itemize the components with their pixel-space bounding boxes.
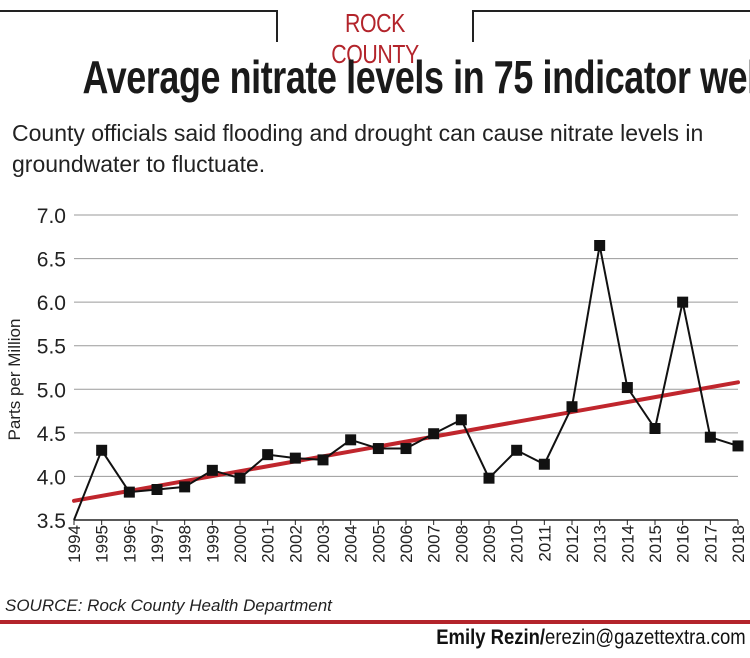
y-axis-label: Parts per Million <box>5 319 24 441</box>
data-point <box>372 443 384 455</box>
x-tick-label: 2013 <box>591 525 610 563</box>
data-point <box>483 472 495 484</box>
data-point <box>594 240 606 251</box>
data-point <box>428 428 440 440</box>
line-chart: 3.5 4.0 4.5 5.0 5.5 6.0 6.5 7.0 1994 1995 1996 1997… <box>5 205 748 563</box>
data-point <box>511 444 523 456</box>
data-point <box>538 458 550 470</box>
data-point <box>234 472 246 484</box>
x-tick-label: 2011 <box>535 525 554 562</box>
trendline <box>72 380 740 503</box>
x-tick-label: 1996 <box>120 525 139 563</box>
x-tick-label: 2016 <box>674 525 693 563</box>
source-note: SOURCE: Rock County Health Department <box>5 596 332 615</box>
kicker-tick-right <box>472 10 474 42</box>
data-point <box>289 452 301 464</box>
data-point <box>704 431 716 443</box>
series-line <box>73 245 739 521</box>
x-tick-label: 2012 <box>563 525 582 563</box>
kicker-frame: ROCK COUNTY <box>0 0 750 69</box>
x-tick-label: 2015 <box>646 525 665 563</box>
x-tick-label: 2005 <box>369 525 388 563</box>
data-point <box>96 444 108 456</box>
y-tick-label: 3.5 <box>37 510 66 533</box>
data-point <box>649 423 661 434</box>
x-tick-label: 2010 <box>508 525 527 563</box>
byline-email: erezin@gazettextra.com <box>545 626 746 649</box>
y-tick-label: 4.5 <box>37 423 66 446</box>
x-tick-label: 2003 <box>314 525 333 563</box>
data-point <box>455 414 467 426</box>
data-point <box>400 443 412 455</box>
x-tick-label: 1994 <box>65 525 84 563</box>
data-point <box>677 296 689 308</box>
x-tick-label: 2017 <box>701 525 720 563</box>
byline-name: Emily Rezin/ <box>436 626 546 649</box>
byline: Emily Rezin/erezin@gazettextra.com <box>437 626 746 650</box>
data-point <box>732 440 744 452</box>
y-tick-label: 4.0 <box>37 466 66 489</box>
kicker-rule-right <box>472 10 750 12</box>
x-tick-label: 2008 <box>452 525 471 563</box>
y-tick-label: 7.0 <box>37 205 66 228</box>
x-tick-label: 2001 <box>259 525 278 563</box>
data-point <box>345 434 357 446</box>
x-tick-label: 2018 <box>729 525 748 563</box>
x-tick-label: 1997 <box>148 525 167 563</box>
y-tick-label: 5.0 <box>37 379 66 402</box>
chart-title: Average nitrate levels in 75 indicator w… <box>82 51 750 103</box>
x-tick-label: 2006 <box>397 525 416 563</box>
data-point <box>179 481 191 493</box>
data-point <box>317 454 329 466</box>
y-tick-label: 5.5 <box>37 336 66 359</box>
y-tick-label: 6.5 <box>37 249 66 272</box>
data-point <box>566 401 578 413</box>
x-tick-label: 2002 <box>286 525 305 563</box>
data-point <box>206 464 218 476</box>
x-tick-label: 2000 <box>231 525 250 563</box>
kicker-rule-left <box>0 10 278 12</box>
x-tick-label: 1995 <box>93 525 112 563</box>
x-tick-label: 2007 <box>425 525 444 563</box>
chart-subtitle: County officials said flooding and droug… <box>12 120 704 177</box>
x-tick-label: 1999 <box>203 525 222 563</box>
bottom-rule <box>0 620 750 624</box>
data-point <box>621 382 633 394</box>
kicker-label: ROCK COUNTY <box>331 8 419 69</box>
x-tick-label: 2014 <box>618 525 637 563</box>
y-tick-label: 6.0 <box>37 292 66 315</box>
x-tick-label: 1998 <box>176 525 195 563</box>
x-tick-label: 2004 <box>342 525 361 563</box>
data-point <box>123 486 135 498</box>
x-tick-label: 2009 <box>480 525 499 563</box>
kicker-tick-left <box>276 10 278 42</box>
data-point <box>151 484 163 495</box>
data-point <box>262 449 274 461</box>
